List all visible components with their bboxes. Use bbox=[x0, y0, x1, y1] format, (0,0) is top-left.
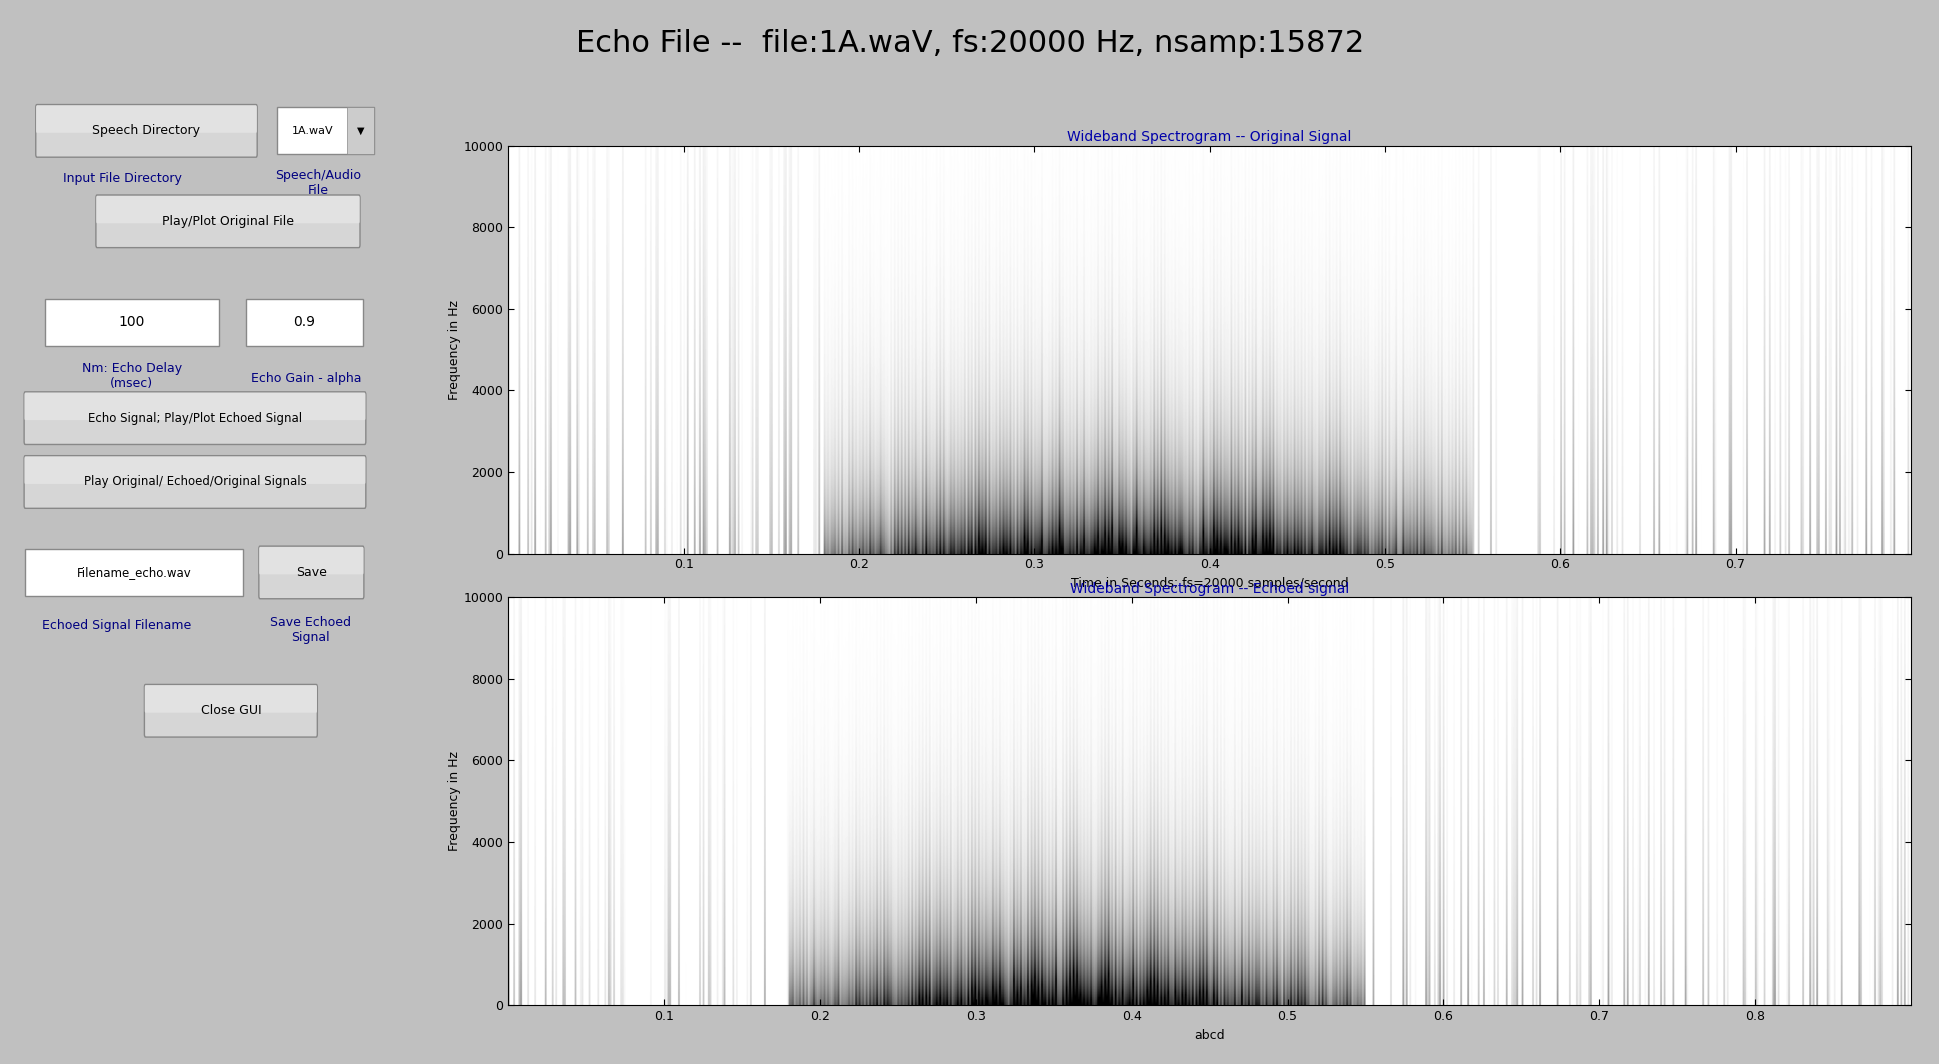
Bar bbox=[45, 299, 219, 346]
Text: Close GUI: Close GUI bbox=[200, 704, 262, 717]
Text: Filename_echo.wav: Filename_echo.wav bbox=[76, 566, 192, 579]
Y-axis label: Frequency in Hz: Frequency in Hz bbox=[448, 300, 461, 400]
FancyBboxPatch shape bbox=[23, 392, 366, 445]
FancyBboxPatch shape bbox=[35, 104, 258, 157]
FancyBboxPatch shape bbox=[97, 196, 359, 223]
Y-axis label: Frequency in Hz: Frequency in Hz bbox=[448, 751, 461, 851]
FancyBboxPatch shape bbox=[260, 547, 363, 575]
Text: Save Echoed
Signal: Save Echoed Signal bbox=[270, 616, 351, 644]
Text: Echoed Signal Filename: Echoed Signal Filename bbox=[43, 619, 190, 632]
Text: Speech Directory: Speech Directory bbox=[93, 124, 200, 137]
FancyBboxPatch shape bbox=[145, 685, 316, 713]
Title: Wideband Spectrogram -- Original Signal: Wideband Spectrogram -- Original Signal bbox=[1066, 131, 1351, 145]
Text: ▼: ▼ bbox=[357, 126, 365, 136]
Text: Echo Signal; Play/Plot Echoed Signal: Echo Signal; Play/Plot Echoed Signal bbox=[87, 412, 302, 425]
Bar bbox=[25, 549, 242, 596]
Text: Play Original/ Echoed/Original Signals: Play Original/ Echoed/Original Signals bbox=[83, 476, 306, 488]
FancyBboxPatch shape bbox=[37, 105, 256, 133]
Text: 100: 100 bbox=[118, 315, 145, 330]
FancyBboxPatch shape bbox=[25, 393, 365, 420]
X-axis label: abcd: abcd bbox=[1194, 1029, 1224, 1042]
X-axis label: Time in Seconds; fs=20000 samples/second: Time in Seconds; fs=20000 samples/second bbox=[1070, 577, 1348, 589]
FancyBboxPatch shape bbox=[95, 195, 361, 248]
Text: Nm: Echo Delay
(msec): Nm: Echo Delay (msec) bbox=[81, 362, 182, 389]
Text: 0.9: 0.9 bbox=[293, 315, 316, 330]
FancyBboxPatch shape bbox=[258, 546, 365, 599]
FancyBboxPatch shape bbox=[25, 456, 365, 484]
Bar bbox=[277, 107, 374, 154]
Bar bbox=[246, 299, 363, 346]
Text: Echo Gain - alpha: Echo Gain - alpha bbox=[252, 372, 361, 385]
Title: Wideband Spectrogram -- Echoed signal: Wideband Spectrogram -- Echoed signal bbox=[1070, 582, 1348, 596]
FancyBboxPatch shape bbox=[143, 684, 318, 737]
Text: Play/Plot Original File: Play/Plot Original File bbox=[161, 215, 295, 228]
Text: Speech/Audio
File: Speech/Audio File bbox=[275, 169, 361, 197]
Text: Input File Directory: Input File Directory bbox=[62, 172, 182, 185]
Text: Echo File --  file:1A.waV, fs:20000 Hz, nsamp:15872: Echo File -- file:1A.waV, fs:20000 Hz, n… bbox=[576, 29, 1363, 59]
FancyBboxPatch shape bbox=[23, 455, 366, 509]
Text: 1A.waV: 1A.waV bbox=[291, 126, 334, 136]
Text: Save: Save bbox=[297, 566, 326, 579]
Bar bbox=[347, 107, 374, 154]
